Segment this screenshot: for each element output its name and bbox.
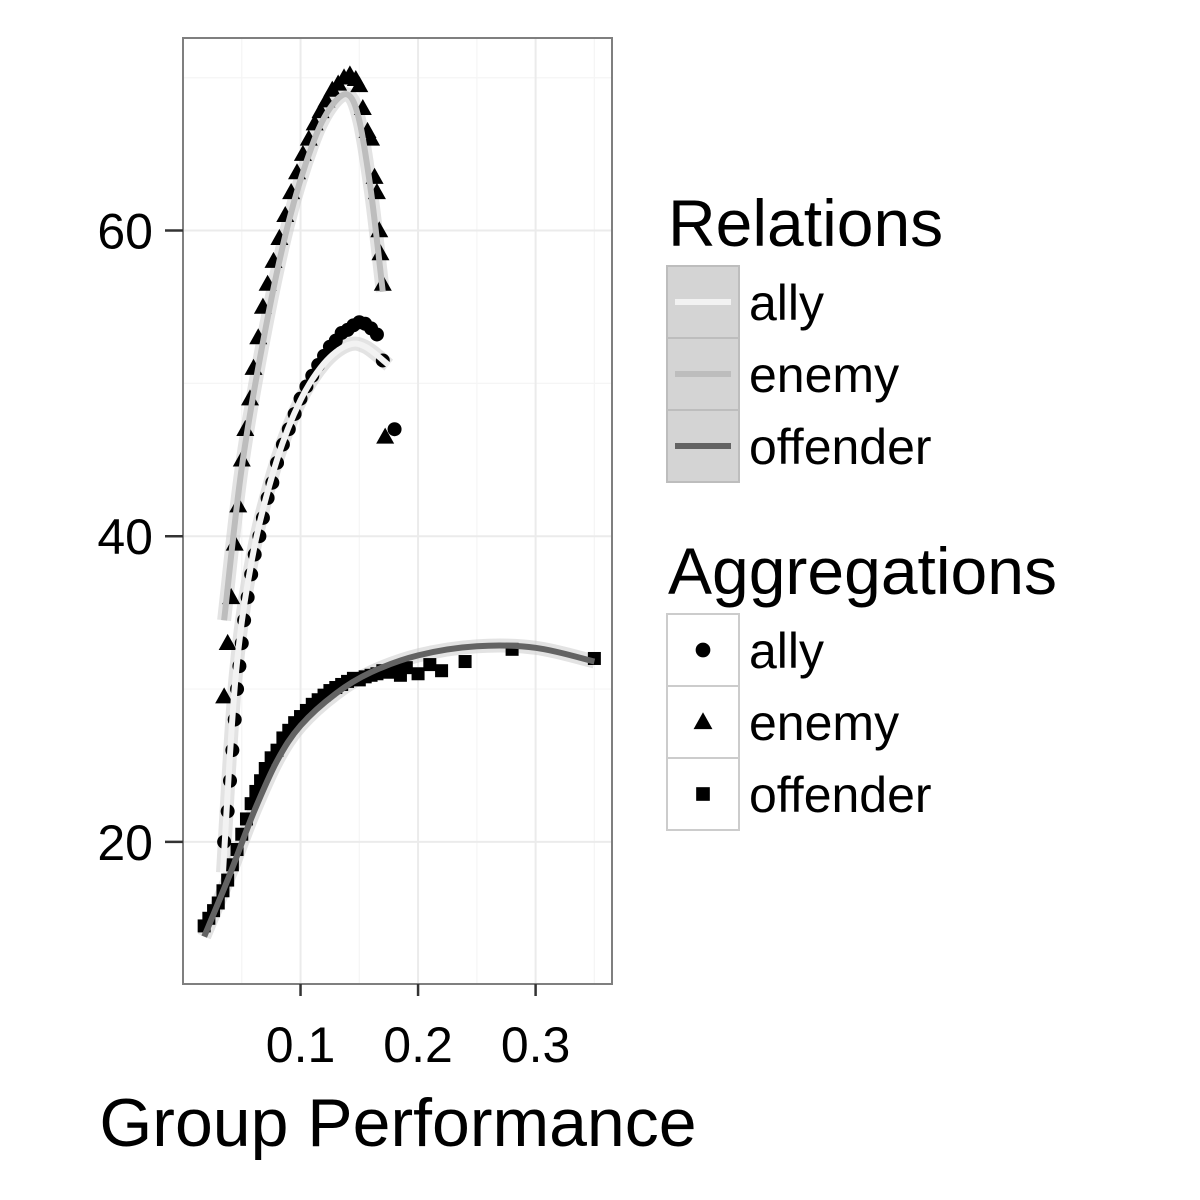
point-enemy	[218, 633, 237, 650]
legend-aggregations-title: Aggregations	[668, 534, 1057, 608]
y-tick-label: 60	[97, 204, 153, 260]
legend-aggregations: Aggregations ally enemy offender	[666, 534, 1057, 831]
legend-relations: Relations ally enemy offender	[666, 186, 943, 483]
x-tick-label: 0.3	[501, 1017, 571, 1073]
legend-relations-label-offender: offender	[749, 419, 932, 475]
legend-aggregations-marker-ally	[695, 642, 711, 658]
point-ally	[387, 422, 402, 437]
point-offender	[411, 667, 425, 681]
panel-border	[182, 37, 613, 985]
x-tick-label: 0.2	[383, 1017, 453, 1073]
y-tick-label: 40	[97, 509, 153, 565]
point-offender	[423, 658, 437, 672]
point-enemy	[350, 76, 369, 93]
axes: 0.1 0.2 0.3 20 40 60	[97, 204, 570, 1073]
point-ally	[369, 327, 384, 342]
legend-aggregations-label-offender: offender	[749, 767, 932, 823]
panel-outline	[182, 37, 613, 985]
point-enemy	[215, 687, 234, 704]
point-enemy	[362, 129, 381, 146]
fit-line-enemy	[221, 91, 386, 621]
legend-relations-label-ally: ally	[749, 275, 824, 331]
legend-relations-label-enemy: enemy	[749, 347, 899, 403]
fit-line-offender	[201, 642, 596, 938]
x-axis-title: Group Performance	[99, 1085, 696, 1161]
legend-aggregations-label-enemy: enemy	[749, 695, 899, 751]
point-enemy	[376, 427, 395, 444]
legend-aggregations-label-ally: ally	[749, 623, 824, 679]
legend-aggregations-marker-enemy	[693, 712, 713, 730]
fit-line-ally	[220, 340, 391, 873]
legend-relations-title: Relations	[668, 186, 943, 260]
point-offender	[435, 664, 449, 678]
point-offender	[458, 655, 472, 669]
point-offender	[399, 661, 413, 675]
x-tick-label: 0.1	[266, 1017, 336, 1073]
fit-lines	[201, 91, 596, 938]
y-tick-label: 20	[97, 815, 153, 871]
legend-aggregations-marker-offender	[696, 787, 710, 801]
